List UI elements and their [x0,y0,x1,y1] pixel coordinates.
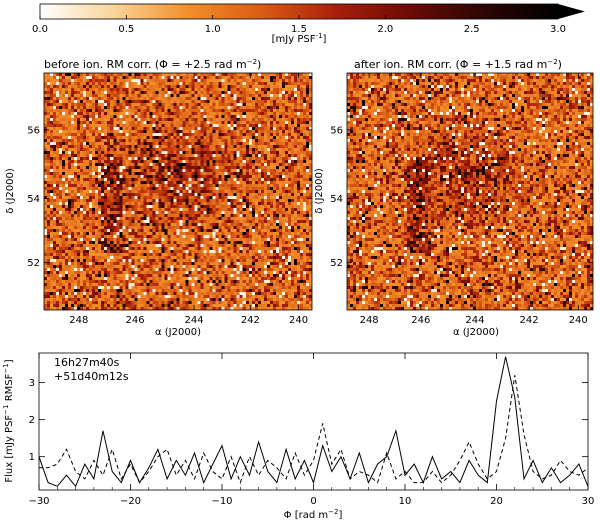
spectrum-series [39,356,588,488]
map-ylabel-before: δ (J2000) [5,168,16,214]
map-axes-before: 248 246 244 242 240 52 54 56 [27,73,312,326]
map-panel-after: after ion. RM corr. (Φ = +1.5 rad m−2) 2… [314,58,594,338]
map-y-tick-label: 54 [330,194,343,205]
map-y-tick-label: 54 [27,194,40,205]
map-x-tick-label: 240 [289,315,308,326]
map-x-tick-label: 244 [185,315,204,326]
spectrum-panel: −30 −20 −10 0 10 20 30 1 2 3 16h27m40s +51d40m12s… [2,352,594,521]
map-x-tick-label: 242 [241,315,260,326]
spectrum-xlabel: Φ [rad m−2] [284,508,343,521]
spectrum-x-tick-label: −30 [28,496,49,507]
series-line-dashed [39,375,588,485]
spectrum-x-tick-label: 0 [310,496,316,507]
map-y-tick-label: 56 [27,125,40,136]
map-x-tick-label: 244 [465,315,484,326]
map-image-after [347,73,593,310]
map-frame-before [43,72,313,311]
colorbar-ticks: 0.0 0.5 1.0 1.5 2.0 2.5 3.0 [32,15,566,35]
colorbar-tick-label: 0.5 [118,24,134,35]
colorbar-tick-label: 2.5 [464,24,480,35]
spectrum-x-tick-label: −10 [211,496,232,507]
colorbar-unit-label: [mJy PSF-1] [272,32,327,45]
colorbar-tick-label: 2.0 [377,24,393,35]
map-panel-before: before ion. RM corr. (Φ = +2.5 rad m−2) … [5,58,313,338]
series-line-solid [39,356,588,488]
spectrum-annotation-dec: +51d40m12s [54,370,129,383]
map-pixels [347,73,593,310]
map-xlabel-before: α (J2000) [155,327,201,338]
map-ylabel-after: δ (J2000) [314,168,325,214]
map-x-tick-label: 248 [360,315,379,326]
spectrum-y-tick-label: 2 [29,415,35,426]
spectrum-y-tick-label: 1 [29,452,35,463]
map-y-tick-label: 52 [330,258,343,269]
map-xlabel-after: α (J2000) [453,327,499,338]
spectrum-ylabel: Flux [mJy PSF−1 RMSF−1] [2,359,15,482]
map-x-tick-label: 242 [519,315,538,326]
colorbar-tick-label: 1.5 [291,24,307,35]
spectrum-axes: −30 −20 −10 0 10 20 30 1 2 3 [28,353,594,507]
map-frame-after [346,72,594,311]
spectrum-x-tick-label: −20 [120,496,141,507]
map-y-tick-label: 56 [330,125,343,136]
spectrum-frame [38,352,589,491]
spectrum-y-tick-label: 3 [29,378,35,389]
map-x-tick-label: 246 [411,315,430,326]
spectrum-x-tick-label: 30 [582,496,595,507]
spectrum-annotation-ra: 16h27m40s [54,356,120,369]
spectrum-x-tick-label: 10 [399,496,412,507]
map-axes-after: 248 246 244 242 240 52 54 56 [330,73,593,326]
spectrum-x-tick-label: 20 [490,496,503,507]
colorbar: 0.0 0.5 1.0 1.5 2.0 2.5 3.0 [mJy PSF-1] [32,3,585,45]
colorbar-tick-label: 3.0 [550,24,566,35]
map-x-tick-label: 246 [126,315,145,326]
panel-title-before: before ion. RM corr. (Φ = +2.5 rad m−2) [44,58,261,71]
map-y-tick-label: 52 [27,258,40,269]
map-pixels [44,73,312,310]
map-x-tick-label: 240 [569,315,588,326]
colorbar-overflow-arrow [558,4,585,19]
panel-title-after: after ion. RM corr. (Φ = +1.5 rad m−2) [354,58,562,71]
colorbar-tick-label: 1.0 [205,24,221,35]
colorbar-tick-label: 0.0 [32,24,48,35]
map-x-tick-label: 248 [69,315,88,326]
map-image-before [44,73,312,310]
